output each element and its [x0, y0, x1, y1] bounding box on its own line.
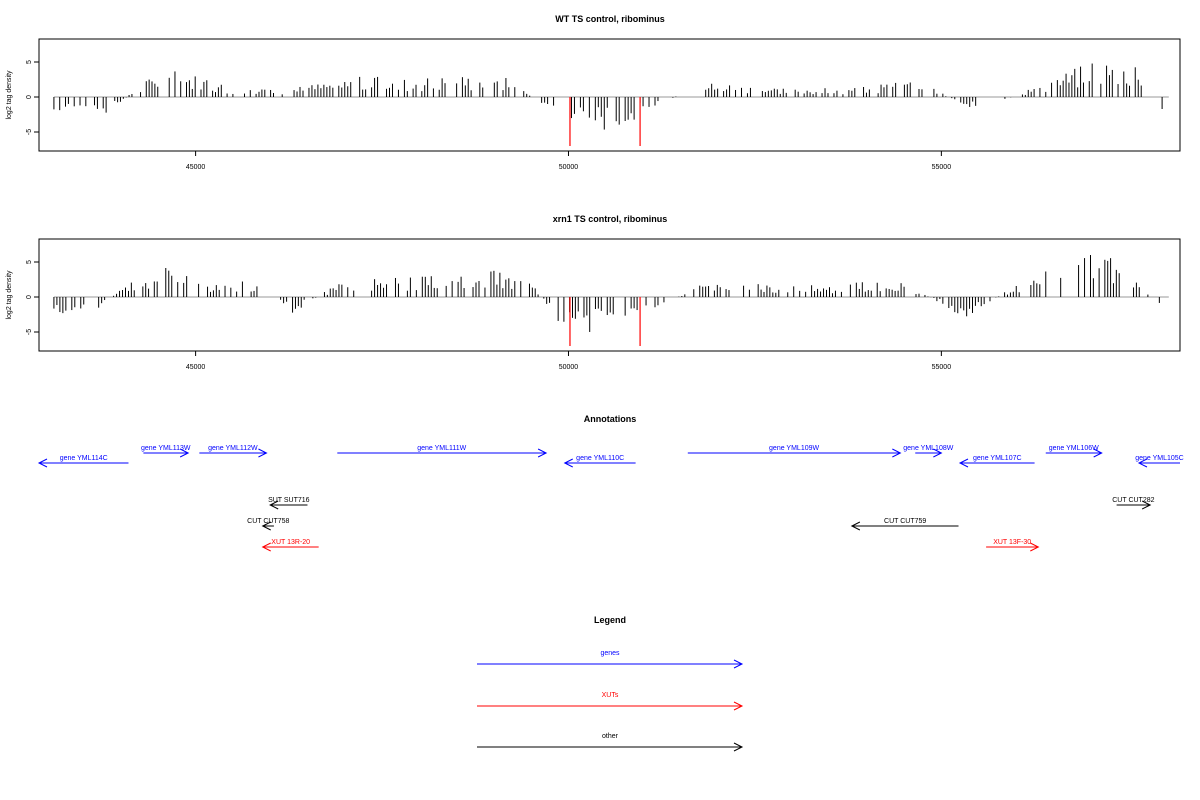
annotations-title: Annotations: [584, 414, 637, 424]
legend: Legend genes XUTs other: [477, 615, 744, 752]
y-tick-label: 0: [26, 95, 33, 99]
legend-arrowhead: [733, 659, 744, 669]
feature-arrowhead: [933, 448, 943, 458]
feature-label: CUT CUT282: [1112, 497, 1154, 504]
feature-arrowhead: [850, 521, 861, 531]
feature-arrowhead: [269, 500, 279, 510]
y-tick-label: 5: [26, 260, 33, 264]
xrn1-panel-title: xrn1 TS control, ribominus: [553, 214, 668, 224]
feature-label: gene YML113W: [141, 445, 191, 452]
feature-arrowhead: [1137, 458, 1148, 468]
legend-label: XUTs: [602, 692, 619, 699]
xrn1-ylabel: log2 tag density: [6, 270, 13, 320]
feature-label: gene YML114C: [60, 455, 108, 462]
feature-arrowhead: [892, 448, 902, 458]
feature-arrowhead: [563, 458, 573, 468]
wt-panel: WT TS control, ribominus log2 tag densit…: [6, 14, 1181, 171]
feature-label: gene YML106W: [1049, 445, 1099, 452]
feature-label: gene YML105C: [1135, 455, 1184, 462]
x-tick-label: 45000: [186, 364, 206, 371]
feature-arrowhead: [1030, 542, 1040, 552]
annotation-features: gene YML114C gene YML113W gene YML112W gene…: [37, 445, 1184, 552]
feature-arrowhead: [537, 448, 548, 458]
feature-arrowhead: [261, 521, 271, 531]
feature-arrowhead: [261, 542, 271, 552]
feature-label: gene YML108W: [903, 445, 953, 452]
wt-axes: 45000 50000 55000 -5 0 5: [26, 60, 951, 171]
x-tick-label: 45000: [186, 164, 206, 171]
legend-arrowhead: [733, 742, 744, 752]
x-tick-label: 50000: [559, 364, 579, 371]
feature-label: CUT CUT758: [247, 518, 289, 525]
feature-arrowhead: [958, 458, 969, 468]
y-tick-label: 5: [26, 60, 33, 64]
feature-label: gene YML112W: [208, 445, 258, 452]
feature-label: gene YML111W: [417, 445, 466, 452]
legend-label: other: [602, 733, 619, 740]
legend-label: genes: [600, 650, 620, 657]
feature-label: XUT 13F-30: [993, 539, 1031, 546]
wt-plot-frame: [38, 38, 1181, 152]
y-tick-label: 0: [26, 295, 33, 299]
feature-label: gene YML109W: [769, 445, 819, 452]
feature-arrowhead: [37, 458, 48, 468]
wt-ylabel: log2 tag density: [6, 70, 13, 120]
feature-arrowhead: [1141, 500, 1152, 510]
xrn1-plot-frame: [38, 238, 1181, 352]
xrn1-bars: [53, 255, 1169, 346]
y-tick-label: -5: [26, 329, 33, 335]
x-tick-label: 55000: [932, 164, 952, 171]
feature-label: XUT 13R-20: [271, 539, 310, 546]
legend-arrowhead: [733, 701, 744, 711]
feature-label: CUT CUT759: [884, 518, 926, 525]
y-tick-label: -5: [26, 129, 33, 135]
feature-label: SUT SUT716: [268, 497, 310, 504]
x-tick-label: 50000: [559, 164, 579, 171]
legend-items: genes XUTs other: [477, 650, 744, 752]
wt-bars: [53, 63, 1169, 146]
feature-arrowhead: [1093, 448, 1103, 458]
feature-arrowhead: [258, 448, 268, 458]
legend-title: Legend: [594, 615, 626, 625]
feature-arrowhead: [179, 448, 190, 458]
x-tick-label: 55000: [932, 364, 952, 371]
xrn1-panel: xrn1 TS control, ribominus log2 tag dens…: [6, 214, 1181, 371]
wt-panel-title: WT TS control, ribominus: [555, 14, 665, 24]
xrn1-axes: 45000 50000 55000 -5 0 5: [26, 260, 951, 371]
feature-label: gene YML107C: [973, 455, 1022, 462]
feature-label: gene YML110C: [576, 455, 624, 462]
